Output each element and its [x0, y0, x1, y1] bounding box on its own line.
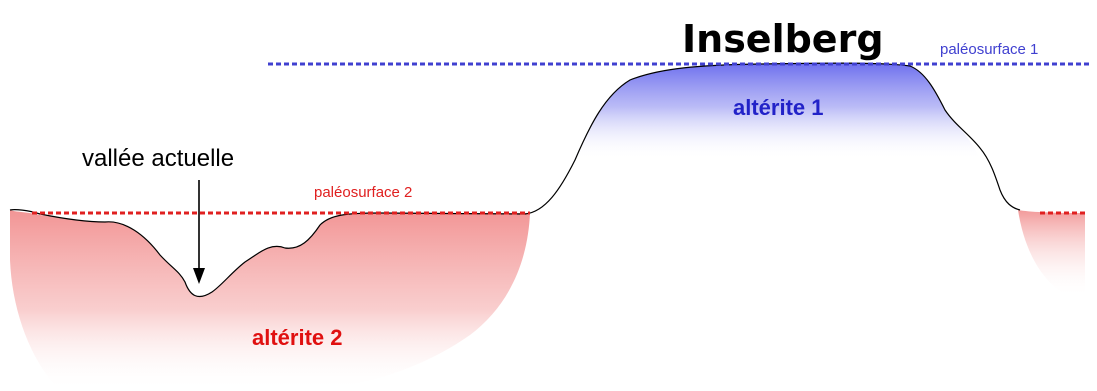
alterite-2-label: altérite 2: [252, 325, 343, 350]
paleosurface-1-label: paléosurface 1: [940, 41, 1038, 58]
vallee-arrow-head: [193, 268, 205, 284]
alterite-1-label: altérite 1: [733, 95, 824, 120]
paleosurface-2-label: paléosurface 2: [314, 184, 412, 201]
alterite-2-region: [10, 210, 530, 391]
alterite-2-right-region: [1018, 210, 1085, 297]
alterite-1-region: [575, 63, 980, 160]
title: Inselberg: [682, 17, 884, 61]
vallee-actuelle-label: vallée actuelle: [82, 145, 234, 172]
